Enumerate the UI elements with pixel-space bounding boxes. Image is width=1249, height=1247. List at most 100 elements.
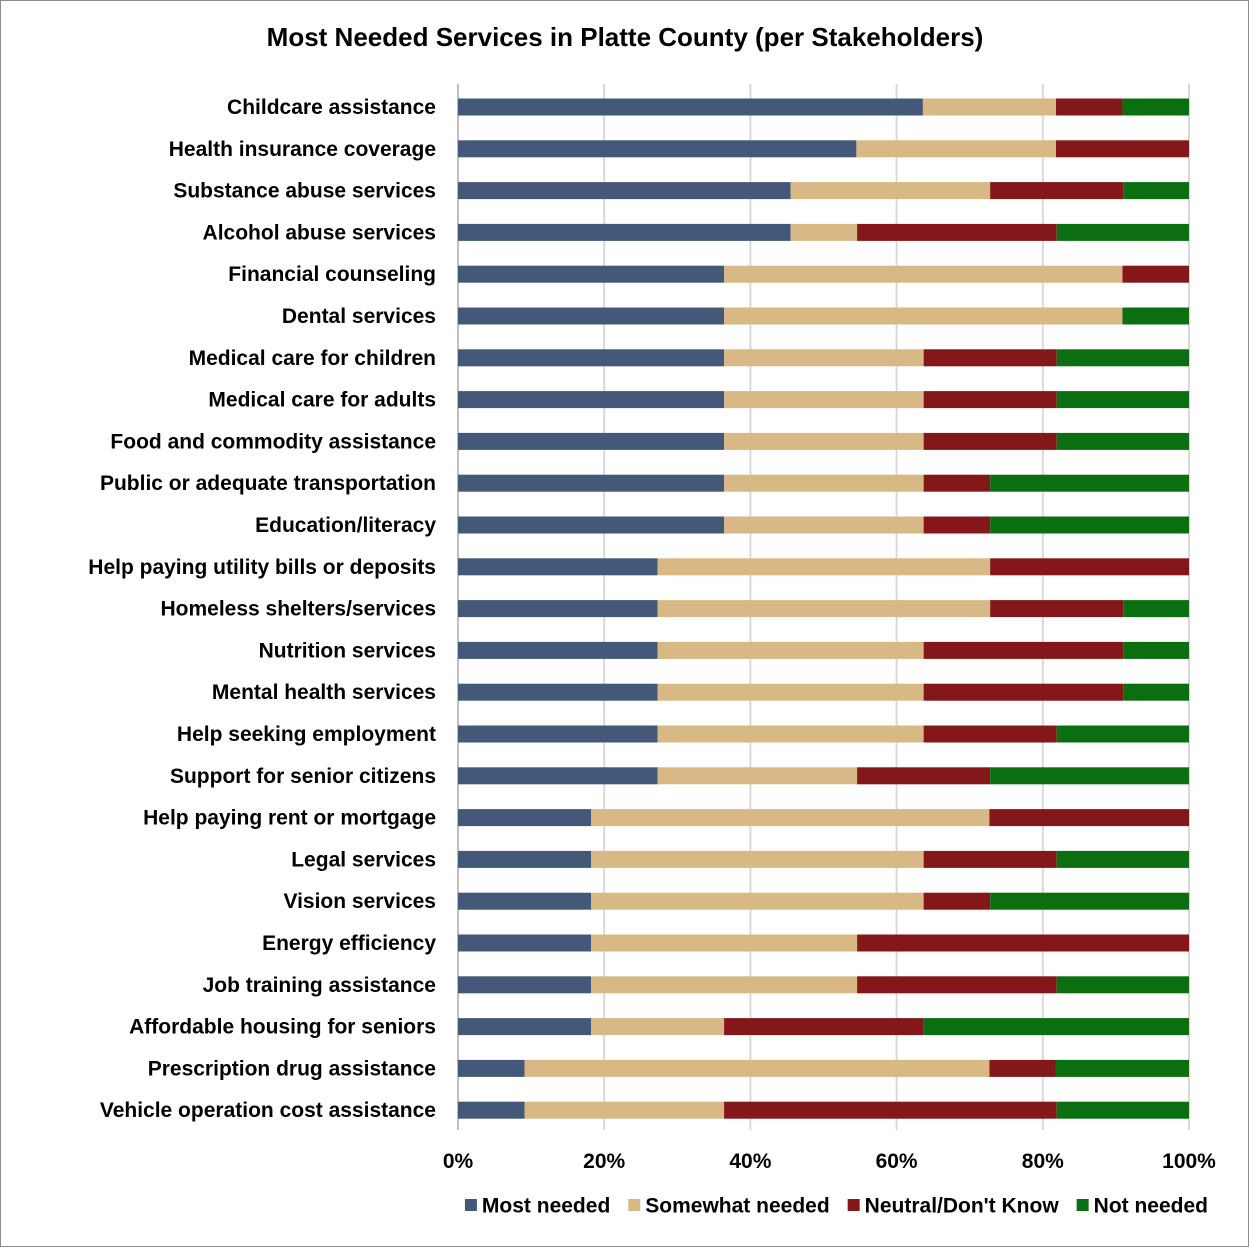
bar-segment — [1055, 98, 1123, 116]
bar-segment — [591, 1018, 725, 1036]
bar-segment — [857, 934, 1189, 952]
category-label: Education/literacy — [255, 514, 436, 537]
bar-segment — [458, 892, 592, 910]
category-label: Health insurance coverage — [169, 138, 436, 161]
bar-segment — [724, 1018, 924, 1036]
bar-segment — [458, 683, 658, 701]
category-label: Legal services — [291, 848, 436, 871]
bar-segment — [1122, 98, 1189, 116]
category-label: Nutrition services — [259, 639, 436, 662]
bar-segment — [458, 349, 725, 367]
bar-segment — [856, 140, 1056, 158]
legend-label: Neutral/Don't Know — [865, 1195, 1060, 1218]
bar-segment — [989, 1059, 1056, 1077]
legend-swatch — [1076, 1199, 1089, 1211]
bar-segment — [458, 265, 725, 283]
bar-segment — [989, 809, 1189, 827]
category-label: Homeless shelters/services — [160, 598, 436, 621]
bar-segment — [923, 892, 991, 910]
bar-segment — [1056, 725, 1189, 743]
legend-label: Somewhat needed — [645, 1195, 829, 1218]
bar-segment — [724, 349, 924, 367]
bar-segment — [524, 1059, 990, 1077]
bar-segment — [1056, 432, 1189, 450]
bar-segment — [724, 432, 924, 450]
bar-segment — [458, 725, 658, 743]
bar-segment — [458, 391, 725, 409]
legend-label: Most needed — [482, 1195, 610, 1218]
bar-segment — [1056, 1101, 1189, 1119]
bar-segment — [1056, 223, 1189, 241]
bar-segment — [458, 1059, 525, 1077]
bar-segment — [1055, 1059, 1189, 1077]
bar-segment — [458, 516, 725, 534]
bar-segment — [923, 391, 1057, 409]
category-label: Substance abuse services — [173, 180, 436, 203]
category-label: Prescription drug assistance — [148, 1057, 436, 1080]
bar-segment — [990, 767, 1189, 785]
bar-segment — [458, 140, 857, 158]
bar-segment — [458, 307, 725, 325]
category-label: Help paying utility bills or deposits — [88, 556, 436, 579]
category-label: Financial counseling — [228, 263, 436, 286]
bar-segment — [1056, 976, 1189, 994]
bar-segment — [923, 725, 1057, 743]
bar-segment — [657, 641, 924, 659]
category-label: Mental health services — [212, 681, 436, 704]
category-label: Energy efficiency — [262, 932, 436, 955]
category-label: Help paying rent or mortgage — [143, 807, 436, 830]
bar-segment — [990, 182, 1124, 200]
bar-segment — [1123, 182, 1189, 200]
x-tick-label: 60% — [876, 1150, 918, 1173]
bar-segment — [458, 600, 658, 618]
bar-segment — [1055, 140, 1189, 158]
bar-segment — [458, 809, 592, 827]
bar-segment — [923, 349, 1057, 367]
bar-segment — [724, 516, 924, 534]
bar-segment — [657, 767, 858, 785]
bar-segment — [591, 850, 924, 868]
bar-segment — [591, 976, 858, 994]
bar-segment — [857, 767, 991, 785]
bar-segment — [922, 98, 1056, 116]
x-tick-label: 80% — [1022, 1150, 1064, 1173]
bar-segment — [1122, 307, 1189, 325]
bar-segment — [458, 432, 725, 450]
bar-segment — [657, 600, 991, 618]
category-label: Public or adequate transportation — [100, 472, 436, 495]
bar-segment — [923, 641, 1124, 659]
category-labels: Childcare assistance Health insurance cov… — [88, 96, 436, 1122]
bar-segment — [923, 474, 991, 492]
x-axis-ticks: 0% 20% 40% 60% 80% 100% — [443, 1150, 1216, 1173]
bar-segment — [1056, 850, 1189, 868]
category-label: Alcohol abuse services — [203, 221, 436, 244]
bar-segment — [857, 223, 1057, 241]
bar-segment — [857, 976, 1057, 994]
category-label: Vision services — [283, 890, 436, 913]
bar-segment — [724, 1101, 1057, 1119]
bar-segment — [458, 976, 592, 994]
category-label: Childcare assistance — [227, 96, 436, 119]
bar-segment — [790, 182, 991, 200]
bar-segment — [591, 892, 924, 910]
bar-segment — [990, 558, 1189, 576]
x-tick-label: 100% — [1162, 1150, 1216, 1173]
bar-segment — [591, 934, 858, 952]
category-label: Job training assistance — [203, 974, 436, 997]
bar-segment — [923, 1018, 1189, 1036]
category-label: Medical care for adults — [208, 389, 436, 412]
legend-swatch — [628, 1199, 641, 1211]
bar-segment — [458, 1018, 592, 1036]
category-label: Affordable housing for seniors — [129, 1016, 436, 1039]
bar-segment — [458, 934, 592, 952]
bar-segment — [458, 223, 791, 241]
chart-title: Most Needed Services in Platte County (p… — [267, 22, 984, 52]
bar-segment — [990, 600, 1124, 618]
bar-segment — [1122, 265, 1189, 283]
bar-segment — [458, 98, 923, 116]
bar-segment — [657, 558, 991, 576]
bar-segment — [591, 809, 990, 827]
x-tick-label: 0% — [443, 1150, 474, 1173]
